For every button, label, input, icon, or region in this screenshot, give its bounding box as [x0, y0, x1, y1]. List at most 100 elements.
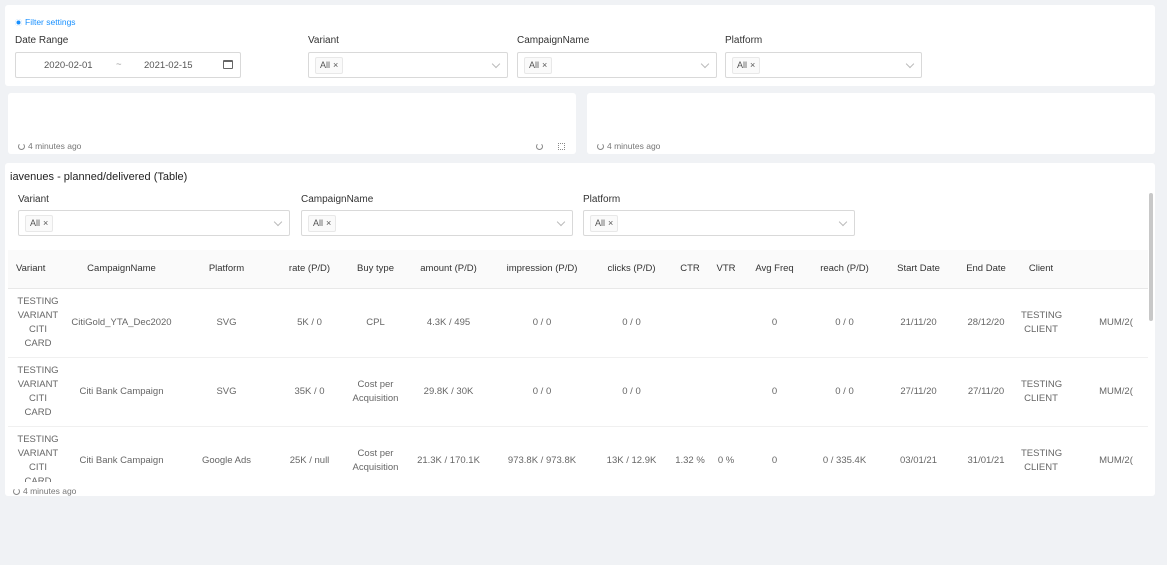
table-cell: 0 % — [709, 426, 743, 482]
table-variant-tag[interactable]: All × — [25, 214, 54, 232]
table-cell: TESTING CLIENT — [1018, 357, 1064, 427]
table-cell: TESTING VARIANT CITI CARD — [8, 288, 63, 358]
campaign-filter-label: CampaignName — [517, 35, 590, 46]
close-icon[interactable]: × — [333, 60, 339, 70]
refresh-icon — [597, 142, 604, 150]
calendar-icon[interactable] — [223, 60, 233, 69]
table-scroll-area[interactable]: Variant CampaignName Platform rate (P/D)… — [8, 250, 1148, 482]
column-header[interactable]: Platform — [180, 250, 273, 289]
right-panel-updated-text: 4 minutes ago — [607, 141, 661, 151]
chevron-down-icon[interactable] — [273, 217, 283, 227]
column-header[interactable]: End Date — [954, 250, 1018, 289]
table-cell: Cost per Acquisition — [346, 426, 405, 482]
date-range-picker[interactable]: 2020-02-01 ~ 2021-02-15 — [15, 52, 241, 78]
variant-tag[interactable]: All × — [315, 56, 344, 74]
chevron-down-icon[interactable] — [556, 217, 566, 227]
table-cell: 25K / null — [273, 426, 346, 482]
table-cell: Cost per Acquisition — [346, 357, 405, 427]
table-cell: 0 / 0 — [592, 357, 671, 427]
table-row: TESTING VARIANT CITI CARD CitiGold_YTA_D… — [8, 288, 1148, 358]
chevron-down-icon[interactable] — [905, 59, 915, 69]
table-updated: 4 minutes ago — [13, 486, 77, 496]
variant-select[interactable]: All × — [308, 52, 508, 78]
variant-filter-label: Variant — [308, 35, 339, 46]
table-cell: MUM/2( — [1064, 357, 1148, 427]
chevron-down-icon[interactable] — [491, 59, 501, 69]
column-header[interactable]: VTR — [709, 250, 743, 289]
table-cell: 1.32 % — [671, 426, 709, 482]
platform-tag[interactable]: All × — [732, 56, 761, 74]
table-variant-select[interactable]: All × — [18, 210, 290, 236]
close-icon[interactable]: × — [542, 60, 548, 70]
left-panel-updated: 4 minutes ago — [18, 141, 81, 151]
table-cell: TESTING VARIANT CITI CARD — [8, 357, 63, 427]
filter-settings-label: Filter settings — [25, 17, 76, 27]
column-header[interactable]: impression (P/D) — [492, 250, 592, 289]
platform-select[interactable]: All × — [725, 52, 922, 78]
close-icon[interactable]: × — [750, 60, 756, 70]
chevron-down-icon[interactable] — [700, 59, 710, 69]
table-platform-select[interactable]: All × — [583, 210, 855, 236]
table-cell: SVG — [180, 357, 273, 427]
gear-icon — [15, 18, 22, 26]
platform-filter-label: Platform — [725, 35, 763, 46]
column-header[interactable]: amount (P/D) — [405, 250, 492, 289]
table-cell: 29.8K / 30K — [405, 357, 492, 427]
date-start-input[interactable]: 2020-02-01 — [44, 60, 93, 71]
expand-icon[interactable] — [558, 143, 565, 150]
column-header[interactable]: CampaignName — [63, 250, 180, 289]
table-header-row: Variant CampaignName Platform rate (P/D)… — [8, 250, 1148, 289]
date-end-input[interactable]: 2021-02-15 — [144, 60, 193, 71]
close-icon[interactable]: × — [326, 218, 332, 228]
refresh-icon — [18, 142, 25, 150]
campaign-select[interactable]: All × — [517, 52, 717, 78]
table-cell: 27/11/20 — [954, 357, 1018, 427]
column-header[interactable]: Variant — [8, 250, 63, 289]
table-cell: TESTING VARIANT CITI CARD — [8, 426, 63, 482]
table-cell: 0 — [743, 426, 806, 482]
chart-panel-right: 4 minutes ago — [587, 93, 1155, 154]
table-cell: 5K / 0 — [273, 288, 346, 358]
chart-panel-left: 4 minutes ago — [8, 93, 576, 154]
table-platform-tag[interactable]: All × — [590, 214, 619, 232]
table-campaign-label: CampaignName — [301, 194, 374, 205]
column-header[interactable]: reach (P/D) — [806, 250, 883, 289]
right-panel-updated: 4 minutes ago — [597, 141, 660, 151]
column-header[interactable]: CTR — [671, 250, 709, 289]
close-icon[interactable]: × — [43, 218, 49, 228]
table-cell: Citi Bank Campaign — [63, 357, 180, 427]
table-cell: 31/01/21 — [954, 426, 1018, 482]
close-icon[interactable]: × — [608, 218, 614, 228]
table-cell: 35K / 0 — [273, 357, 346, 427]
table-scrollbar-thumb[interactable] — [1149, 193, 1153, 321]
column-header[interactable]: Start Date — [883, 250, 954, 289]
table-cell: 21.3K / 170.1K — [405, 426, 492, 482]
table-cell: 0 / 0 — [492, 357, 592, 427]
column-header[interactable]: Avg Freq — [743, 250, 806, 289]
table-cell: TESTING CLIENT — [1018, 288, 1064, 358]
table-cell: 0 / 0 — [492, 288, 592, 358]
column-header[interactable]: Buy type — [346, 250, 405, 289]
chevron-down-icon[interactable] — [838, 217, 848, 227]
table-row: TESTING VARIANT CITI CARD Citi Bank Camp… — [8, 426, 1148, 482]
table-row: TESTING VARIANT CITI CARD Citi Bank Camp… — [8, 357, 1148, 427]
table-campaign-tag-label: All — [313, 218, 324, 228]
table-cell: 0 — [743, 357, 806, 427]
table-card-title: iavenues - planned/delivered (Table) — [10, 171, 188, 183]
table-scrollbar-track[interactable] — [1148, 189, 1154, 479]
table-cell: 28/12/20 — [954, 288, 1018, 358]
filter-settings-link[interactable]: Filter settings — [15, 17, 76, 27]
table-campaign-tag[interactable]: All × — [308, 214, 337, 232]
column-header[interactable] — [1064, 250, 1148, 289]
table-cell: SVG — [180, 288, 273, 358]
column-header[interactable]: clicks (P/D) — [592, 250, 671, 289]
table-platform-tag-label: All — [595, 218, 606, 228]
table-campaign-select[interactable]: All × — [301, 210, 573, 236]
table-cell: 03/01/21 — [883, 426, 954, 482]
column-header[interactable]: Client — [1018, 250, 1064, 289]
table-cell: TESTING CLIENT — [1018, 426, 1064, 482]
campaign-tag[interactable]: All × — [524, 56, 553, 74]
table-cell: 27/11/20 — [883, 357, 954, 427]
refresh-icon[interactable] — [536, 143, 543, 150]
column-header[interactable]: rate (P/D) — [273, 250, 346, 289]
